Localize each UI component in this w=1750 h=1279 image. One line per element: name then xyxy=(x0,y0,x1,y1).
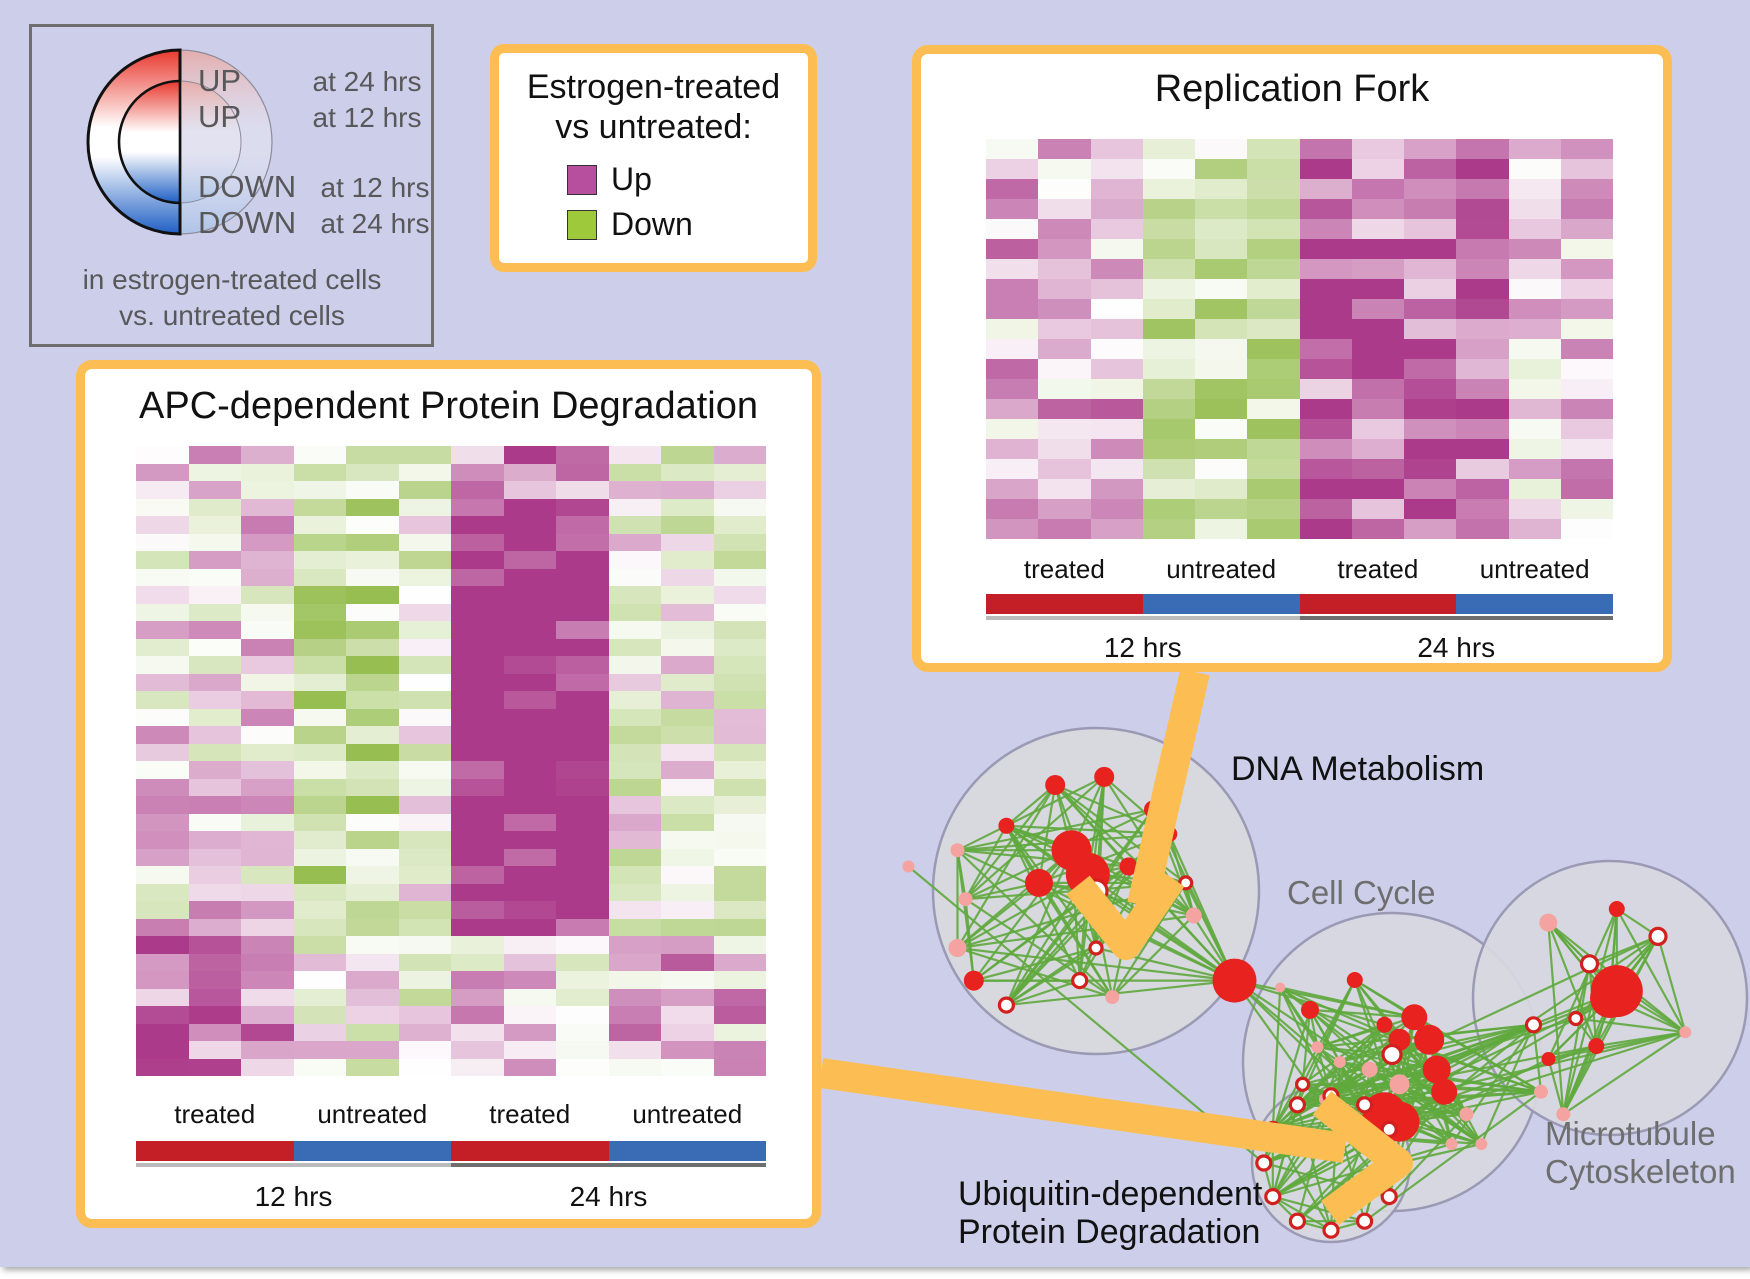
svg-text:Cell Cycle: Cell Cycle xyxy=(1287,874,1436,911)
svg-text:DNA Metabolism: DNA Metabolism xyxy=(1231,750,1484,788)
svg-text:Microtubule: Microtubule xyxy=(1545,1115,1716,1152)
svg-text:Ubiquitin-dependent: Ubiquitin-dependent xyxy=(958,1175,1263,1213)
svg-text:Cytoskeleton: Cytoskeleton xyxy=(1545,1153,1736,1190)
svg-text:Protein Degradation: Protein Degradation xyxy=(958,1213,1260,1251)
